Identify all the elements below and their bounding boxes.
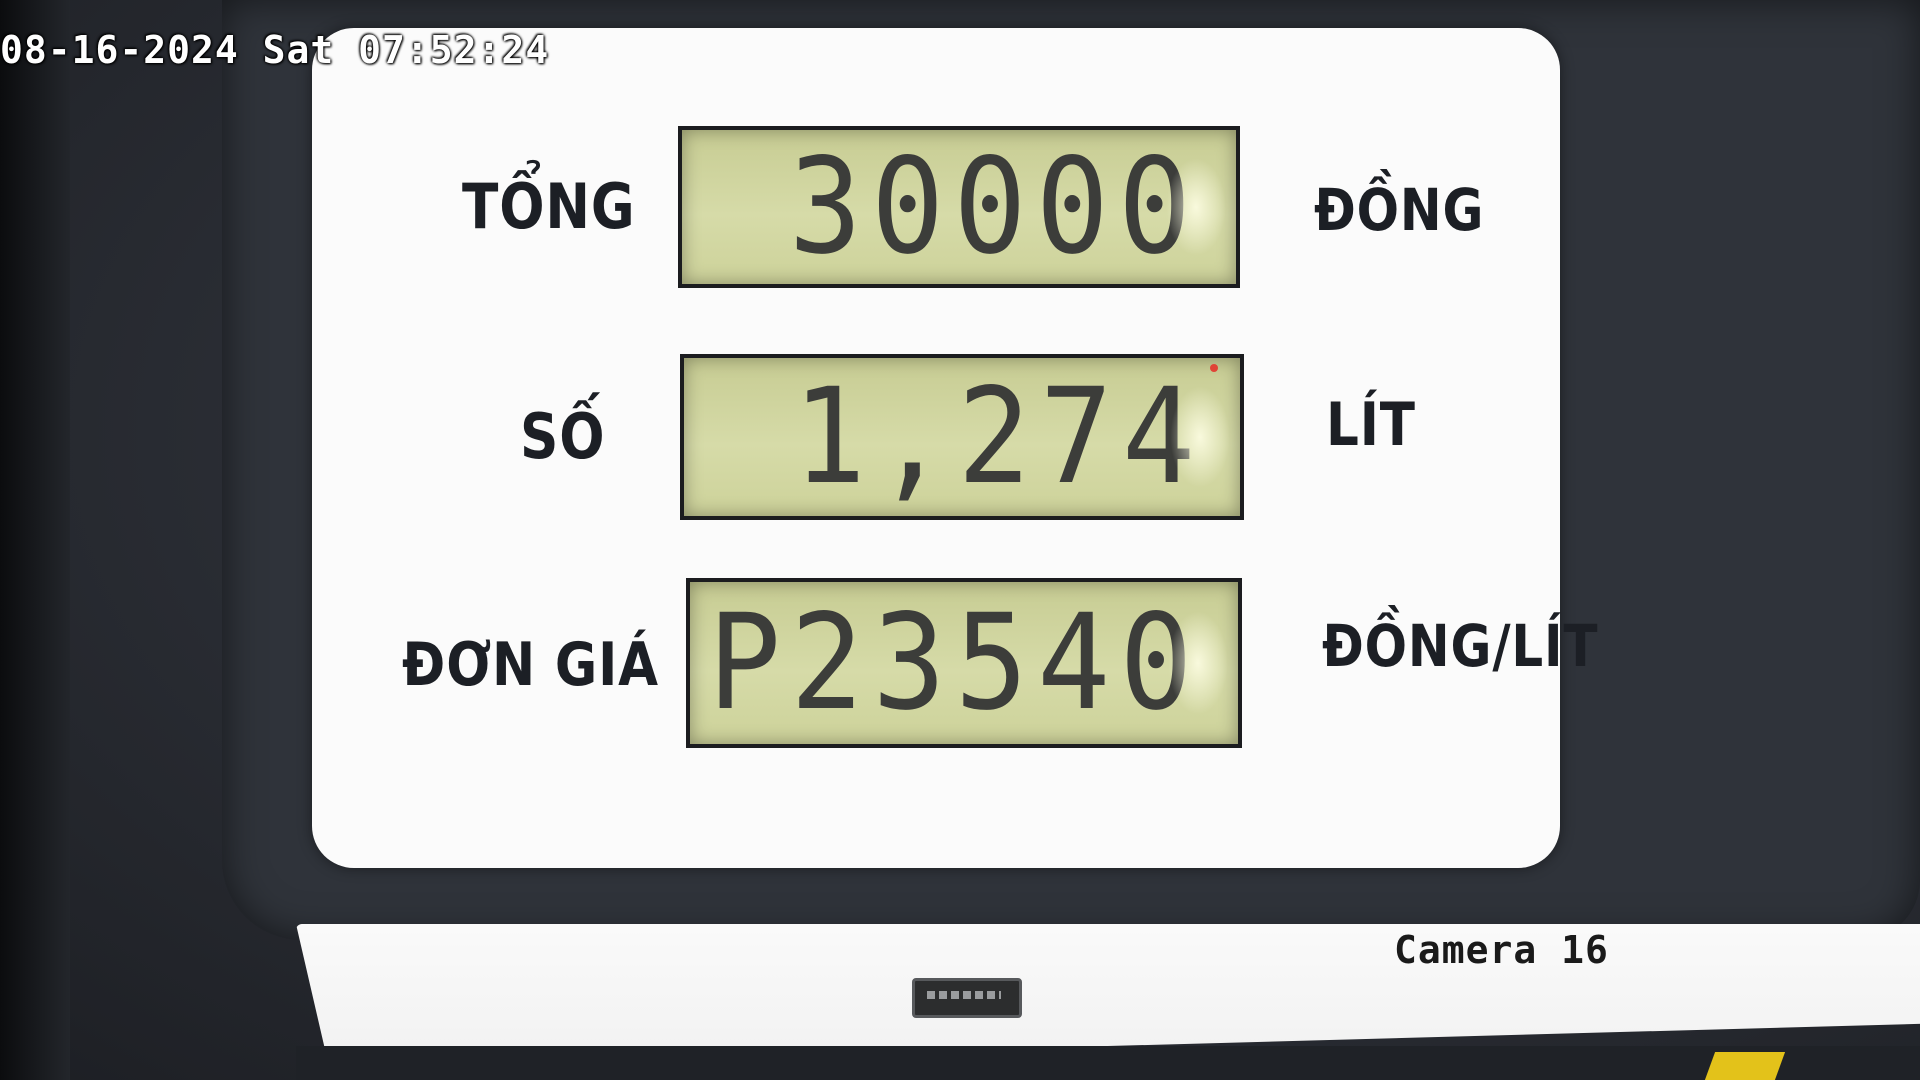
volume-value: 1,274 (792, 360, 1204, 514)
total-label: TỔNG (462, 170, 636, 243)
unit-price-unit-label: ĐỒNG/LÍT (1322, 612, 1599, 680)
total-amount-lcd: 30000 (678, 126, 1240, 288)
housing-left-edge (0, 0, 70, 1080)
unit-price-lcd: P23540 (686, 578, 1242, 748)
timestamp-overlay: 08-16-2024 Sat 07:52:24 (0, 28, 550, 72)
card-slot (912, 978, 1022, 1018)
unit-price-label: ĐƠN GIÁ (402, 630, 659, 700)
volume-label: SỐ (520, 400, 606, 473)
total-amount-value: 30000 (788, 130, 1200, 284)
unit-price-value: P23540 (708, 586, 1202, 740)
camera-label-overlay: Camera 16 (1394, 928, 1609, 972)
card-slot-contacts (927, 991, 1001, 999)
volume-lcd: 1,274 (680, 354, 1244, 520)
lower-housing-shadow (296, 1046, 1920, 1080)
yellow-decal (1704, 1052, 1786, 1080)
volume-unit-label: LÍT (1326, 390, 1416, 460)
indicator-led (1210, 364, 1218, 372)
total-unit-label: ĐỒNG (1314, 176, 1485, 244)
